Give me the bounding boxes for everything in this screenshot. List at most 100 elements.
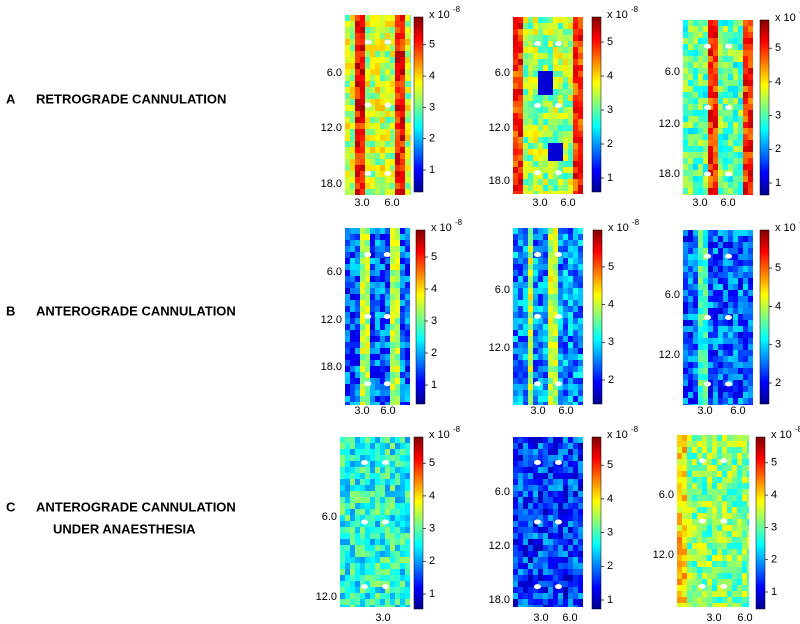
heatmap-cell bbox=[722, 501, 727, 507]
heatmap-cell bbox=[738, 194, 743, 195]
heatmap-cell bbox=[533, 89, 538, 95]
heatmap-cell bbox=[743, 86, 748, 92]
heatmap-cell bbox=[513, 47, 518, 53]
heatmap-cell bbox=[533, 77, 538, 83]
heatmap-cell bbox=[563, 348, 568, 354]
heatmap-cell bbox=[723, 278, 728, 284]
heatmap-cell bbox=[350, 45, 355, 51]
heatmap-cell bbox=[518, 437, 523, 443]
heatmap-cell bbox=[513, 557, 518, 563]
heatmap-cell bbox=[727, 465, 732, 471]
heatmap-cell bbox=[713, 50, 718, 56]
heatmap-cell bbox=[533, 149, 538, 155]
colorbar bbox=[760, 20, 769, 195]
heatmap-cell bbox=[370, 81, 375, 87]
heatmap-cell bbox=[723, 362, 728, 368]
heatmap-cell bbox=[702, 465, 707, 471]
heatmap-cell bbox=[682, 591, 687, 597]
heatmap-cell bbox=[395, 437, 400, 443]
heatmap-cell bbox=[395, 521, 400, 527]
heatmap-cell bbox=[558, 17, 563, 23]
heatmap-cell bbox=[728, 50, 733, 56]
heatmap-cell bbox=[578, 83, 583, 89]
heatmap-cell bbox=[687, 543, 692, 549]
heatmap-cell bbox=[523, 318, 528, 324]
heatmap-cell bbox=[563, 252, 568, 258]
heatmap-cell bbox=[518, 35, 523, 41]
heatmap-cell bbox=[355, 111, 360, 117]
heatmap-cell bbox=[538, 53, 543, 59]
heatmap-cell bbox=[703, 182, 708, 188]
heatmap-cell bbox=[533, 467, 538, 473]
heatmap-cell bbox=[350, 33, 355, 39]
heatmap-cell bbox=[743, 338, 748, 344]
heatmap-cell bbox=[528, 65, 533, 71]
heatmap-cell bbox=[703, 374, 708, 380]
row-label: ANTEROGRADE CANNULATION bbox=[36, 499, 236, 514]
heatmap-cell bbox=[390, 605, 395, 607]
heatmap-cell bbox=[677, 465, 682, 471]
heatmap-cell bbox=[385, 21, 390, 27]
heatmap-cell bbox=[395, 569, 400, 575]
heatmap-cell bbox=[405, 93, 410, 99]
heatmap-cell bbox=[518, 173, 523, 179]
heatmap-cell bbox=[688, 176, 693, 182]
heatmap-cell bbox=[390, 527, 395, 533]
heatmap-cell bbox=[340, 485, 345, 491]
heatmap-cell bbox=[568, 300, 573, 306]
heatmap-cell bbox=[553, 318, 558, 324]
heatmap-cell bbox=[578, 191, 583, 194]
heatmap-cell bbox=[723, 236, 728, 242]
heatmap-cell bbox=[528, 167, 533, 173]
heatmap-cell bbox=[360, 330, 365, 336]
heatmap-cell bbox=[703, 26, 708, 32]
heatmap-cell bbox=[692, 531, 697, 537]
heatmap-cell bbox=[533, 59, 538, 65]
heatmap-image bbox=[513, 17, 583, 194]
heatmap-cell bbox=[405, 473, 410, 479]
heatmap-cell bbox=[553, 131, 558, 137]
heatmap-cell bbox=[698, 230, 703, 236]
heatmap-cell bbox=[513, 113, 518, 119]
heatmap-cell bbox=[355, 93, 360, 99]
heatmap-cell bbox=[708, 284, 713, 290]
heatmap-cell bbox=[707, 459, 712, 465]
heatmap-cell bbox=[400, 117, 405, 123]
heatmap-cell bbox=[743, 140, 748, 146]
heatmap-cell bbox=[395, 270, 400, 276]
heatmap-cell bbox=[518, 107, 523, 113]
y-tick-label: 12.0 bbox=[489, 342, 510, 354]
heatmap-cell bbox=[553, 497, 558, 503]
heatmap-cell bbox=[523, 179, 528, 185]
marker-hole bbox=[384, 171, 391, 176]
heatmap-cell bbox=[385, 575, 390, 581]
heatmap-cell bbox=[558, 246, 563, 252]
heatmap-cell bbox=[702, 447, 707, 453]
heatmap-cell bbox=[400, 605, 405, 607]
heatmap-cell bbox=[573, 605, 578, 607]
heatmap-cell bbox=[370, 539, 375, 545]
heatmap-cell bbox=[375, 123, 380, 129]
marker-hole bbox=[699, 519, 706, 524]
heatmap-cell bbox=[350, 461, 355, 467]
heatmap-cell bbox=[702, 495, 707, 501]
heatmap-cell bbox=[513, 300, 518, 306]
heatmap-cell bbox=[548, 378, 553, 384]
heatmap-cell bbox=[375, 437, 380, 443]
heatmap-cell bbox=[355, 300, 360, 306]
heatmap-cell bbox=[533, 599, 538, 605]
heatmap-cell bbox=[573, 185, 578, 191]
heatmap-cell bbox=[385, 183, 390, 189]
heatmap-cell bbox=[538, 557, 543, 563]
marker-hole bbox=[704, 382, 711, 387]
heatmap-cell bbox=[523, 282, 528, 288]
heatmap-cell bbox=[538, 155, 543, 161]
heatmap-cell bbox=[682, 567, 687, 573]
heatmap-cell bbox=[345, 342, 350, 348]
heatmap-cell bbox=[350, 159, 355, 165]
heatmap-cell bbox=[400, 473, 405, 479]
heatmap-cell bbox=[345, 258, 350, 264]
heatmap-cell bbox=[688, 320, 693, 326]
heatmap-cell bbox=[693, 170, 698, 176]
heatmap-cell bbox=[523, 390, 528, 396]
